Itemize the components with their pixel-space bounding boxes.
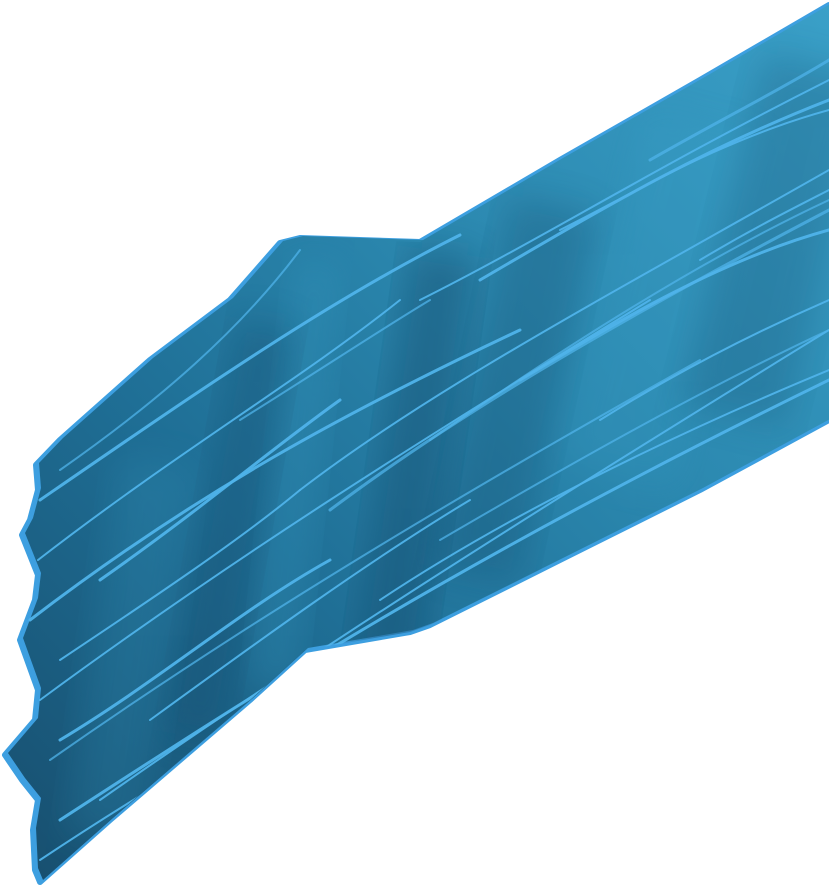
water-streak-line <box>98 398 342 582</box>
water-streak-line <box>38 233 462 502</box>
water-tone-band <box>163 317 297 743</box>
water-streak-line <box>49 359 701 761</box>
water-streak-line <box>439 329 829 541</box>
water-streak-line <box>58 558 332 742</box>
water-streak-line <box>99 329 829 801</box>
water-streak-line <box>149 499 471 721</box>
water-streak-line <box>59 249 301 471</box>
water-streak-line <box>599 299 829 421</box>
water-tone-band <box>351 247 479 673</box>
water-streaks <box>28 58 829 861</box>
water-streak-line <box>379 369 829 601</box>
water-streak-line <box>559 109 829 231</box>
water-streak-line <box>37 299 401 561</box>
water-streak-line <box>328 208 829 512</box>
water-streak-line <box>648 58 829 162</box>
water-tone-band <box>63 456 197 844</box>
water-tone-band <box>247 258 343 692</box>
water-streak-line <box>429 199 829 441</box>
water-streak-line <box>59 489 301 661</box>
water-streak-line <box>299 169 829 491</box>
water-streak-line <box>699 189 829 261</box>
water-streak-line <box>419 79 829 301</box>
water-tone-bands <box>63 52 829 844</box>
water-streak-line <box>518 228 829 382</box>
water-tone-band <box>431 194 599 586</box>
water-streak-line <box>239 299 431 421</box>
water-streak-line <box>58 378 829 822</box>
water-streak-line <box>28 328 522 622</box>
